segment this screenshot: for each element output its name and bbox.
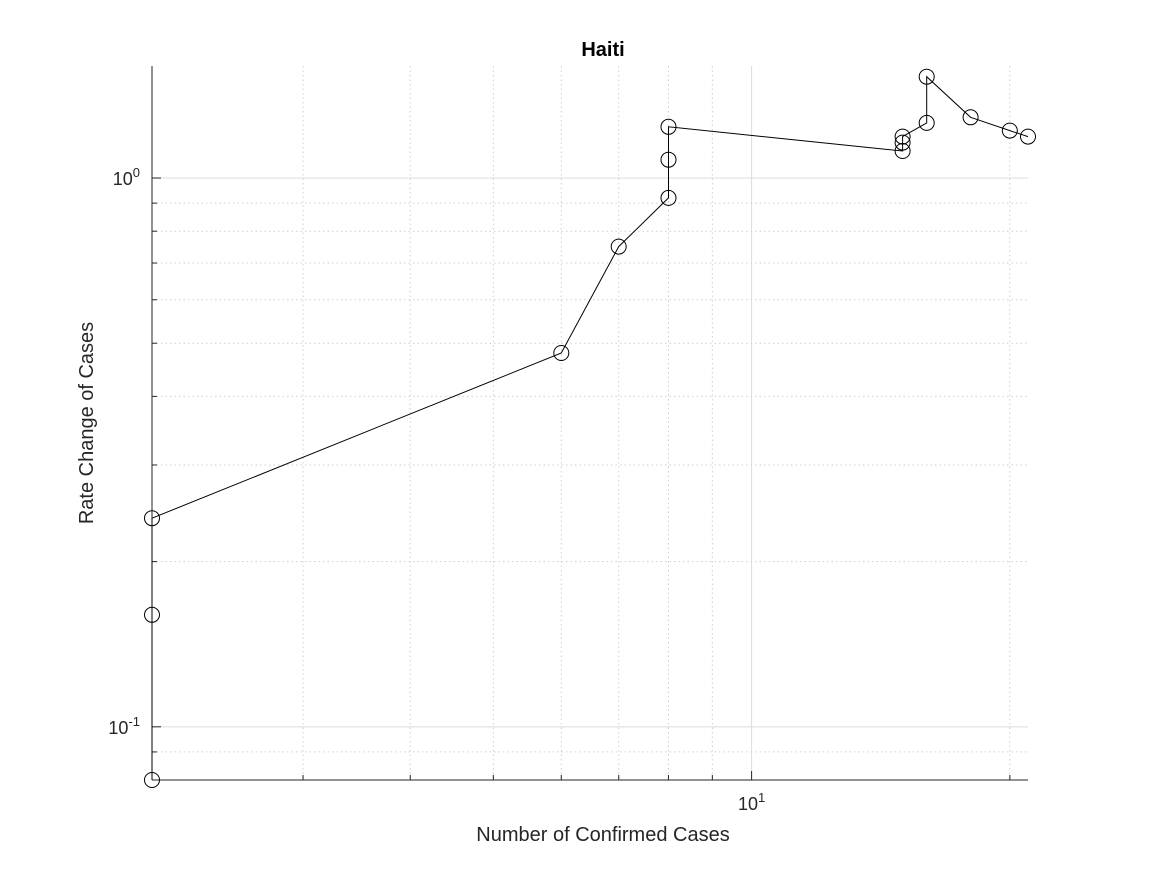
y-tick-label: 100 (113, 165, 140, 189)
data-point-marker (962, 109, 979, 126)
tick-labels: 101 10-1 100 (108, 165, 765, 814)
axis-ticks (152, 177, 1011, 780)
data-point-marker (660, 118, 677, 135)
minor-grid (152, 66, 1028, 780)
data-point-marker (894, 134, 911, 151)
data-point-marker (1020, 128, 1036, 145)
data-point-marker (918, 68, 935, 85)
series-layer (144, 68, 1036, 788)
data-point-marker (894, 128, 911, 145)
data-point-marker (918, 114, 935, 131)
data-point-marker (1001, 122, 1018, 139)
data-point-marker (610, 238, 627, 255)
y-axis-label: Rate Change of Cases (76, 322, 98, 524)
data-point-marker (660, 151, 677, 168)
data-point-marker (144, 510, 160, 527)
series-line (151, 75, 1029, 780)
data-point-marker (144, 606, 160, 623)
chart-title: Haiti (581, 39, 624, 61)
data-point-marker (553, 345, 570, 361)
axes (151, 66, 1028, 781)
x-tick-label: 101 (738, 790, 765, 814)
x-axis-label: Number of Confirmed Cases (476, 824, 729, 846)
data-point-marker (144, 772, 160, 788)
y-tick-label: 10-1 (108, 714, 140, 738)
major-grid (152, 66, 1028, 780)
data-point-marker (660, 189, 677, 206)
data-point-marker (894, 143, 911, 159)
